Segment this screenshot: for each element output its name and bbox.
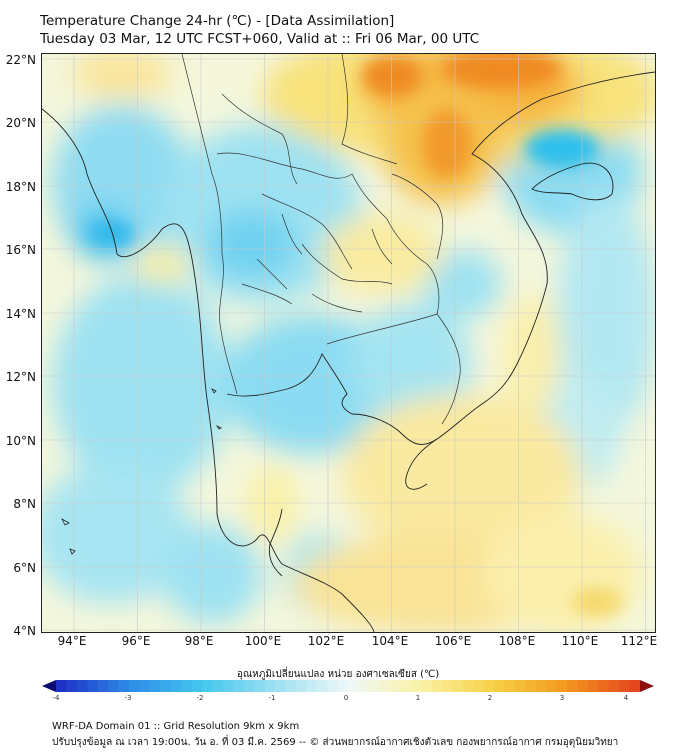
colorbar-segment xyxy=(379,680,391,692)
colorbar-segment xyxy=(275,680,286,692)
colorbar-segment xyxy=(421,680,432,692)
colorbar-segment xyxy=(400,680,412,692)
colorbar-segment xyxy=(306,680,318,692)
lat-label-18n: 18°N xyxy=(5,180,36,194)
lat-label-4n: 4°N xyxy=(13,624,36,638)
footer-credits: ปรับปรุงข้อมูล ณ เวลา 19:00น. วัน อ. ที่… xyxy=(52,737,619,748)
colorbar-segment xyxy=(170,680,182,692)
lat-label-20n: 20°N xyxy=(5,116,36,130)
temperature-change-map xyxy=(41,53,656,633)
colorbar-label: 3 xyxy=(559,694,565,702)
colorbar-segment xyxy=(66,680,78,692)
lat-label-16n: 16°N xyxy=(5,243,36,257)
colorbar-segment xyxy=(546,680,558,692)
colorbar-label: -4 xyxy=(52,694,60,702)
map-subtitle: Tuesday 03 Mar, 12 UTC FCST+060, Valid a… xyxy=(40,31,480,47)
colorbar-segment xyxy=(212,680,224,692)
colorbar-segment xyxy=(295,680,307,692)
lon-label-108e: 108°E xyxy=(498,634,536,648)
colorbar-segment xyxy=(535,680,547,692)
colorbar-label: -1 xyxy=(268,694,276,702)
colorbar-segment xyxy=(160,680,172,692)
lon-label-100e: 100°E xyxy=(244,634,282,648)
colorbar-segment xyxy=(202,680,213,692)
lat-label-22n: 22°N xyxy=(5,53,36,67)
colorbar-label: 1 xyxy=(415,694,421,702)
colorbar-segment xyxy=(181,680,193,692)
colorbar-segment xyxy=(264,680,276,692)
lon-label-96e: 96°E xyxy=(121,634,151,648)
coastlines xyxy=(42,71,655,632)
colorbar-segment xyxy=(368,680,380,692)
lon-label-98e: 98°E xyxy=(184,634,214,648)
lon-label-112e: 112°E xyxy=(620,634,658,648)
colorbar-title: อุณหภูมิเปลี่ยนแปลง หน่วย องศาเซลเซียส (… xyxy=(236,669,440,680)
colorbar-segment xyxy=(285,680,297,692)
footer-model-info: WRF-DA Domain 01 :: Grid Resolution 9km … xyxy=(52,721,300,732)
colorbar-segment xyxy=(233,680,245,692)
colorbar-label: -3 xyxy=(124,694,132,702)
colorbar-segment xyxy=(504,680,516,692)
colorbar-segment xyxy=(118,680,130,692)
colorbar-segment xyxy=(129,680,140,692)
lat-label-6n: 6°N xyxy=(13,561,36,575)
colorbar-segment xyxy=(577,680,589,692)
colorbar-segment xyxy=(254,680,266,692)
colorbar-segment xyxy=(222,680,234,692)
colorbar-segment xyxy=(327,680,339,692)
colorbar-segment xyxy=(525,680,537,692)
map-title: Temperature Change 24-hr (℃) - [Data Ass… xyxy=(40,13,395,29)
colorbar-segment xyxy=(108,680,120,692)
colorbar-segment xyxy=(76,680,88,692)
lat-label-10n: 10°N xyxy=(5,434,36,448)
colorbar-segment xyxy=(567,680,578,692)
colorbar-segment xyxy=(389,680,401,692)
colorbar-segment xyxy=(598,680,610,692)
colorbar-segment xyxy=(629,680,641,692)
colorbar-segment xyxy=(514,680,526,692)
colorbar-segment xyxy=(337,680,349,692)
colorbar-segment xyxy=(619,680,631,692)
colorbar-segment xyxy=(191,680,203,692)
colorbar-segment xyxy=(483,680,495,692)
lat-label-12n: 12°N xyxy=(5,370,36,384)
graticule xyxy=(42,54,655,632)
colorbar-segment xyxy=(149,680,161,692)
colorbar-segment xyxy=(348,680,359,692)
country-borders xyxy=(181,54,461,425)
colorbar-segment xyxy=(556,680,568,692)
temperature-field xyxy=(42,54,655,632)
lon-label-110e: 110°E xyxy=(561,634,599,648)
lon-label-94e: 94°E xyxy=(57,634,87,648)
colorbar-segment xyxy=(358,680,370,692)
colorbar-max-arrow xyxy=(640,680,654,692)
lon-label-104e: 104°E xyxy=(371,634,409,648)
colorbar-segment xyxy=(431,680,443,692)
colorbar-segment xyxy=(316,680,328,692)
colorbar-label: 2 xyxy=(487,694,493,702)
colorbar-segment xyxy=(608,680,620,692)
lon-label-106e: 106°E xyxy=(434,634,472,648)
lon-label-102e: 102°E xyxy=(307,634,345,648)
lat-label-14n: 14°N xyxy=(5,307,36,321)
colorbar-segment xyxy=(243,680,255,692)
colorbar-segment xyxy=(587,680,599,692)
lat-label-8n: 8°N xyxy=(13,497,36,511)
colorbar-segment xyxy=(410,680,422,692)
colorbar-segment xyxy=(473,680,485,692)
colorbar-segment xyxy=(139,680,151,692)
islands xyxy=(61,388,222,555)
colorbar xyxy=(42,680,654,692)
colorbar-segment xyxy=(452,680,464,692)
colorbar-segment xyxy=(87,680,99,692)
colorbar-label: 0 xyxy=(343,694,349,702)
colorbar-segment xyxy=(441,680,453,692)
colorbar-label: 4 xyxy=(623,694,629,702)
colorbar-segment xyxy=(494,680,505,692)
colorbar-label: -2 xyxy=(196,694,204,702)
colorbar-segment xyxy=(56,680,67,692)
colorbar-min-arrow xyxy=(42,680,56,692)
colorbar-segment xyxy=(97,680,109,692)
colorbar-segment xyxy=(462,680,474,692)
